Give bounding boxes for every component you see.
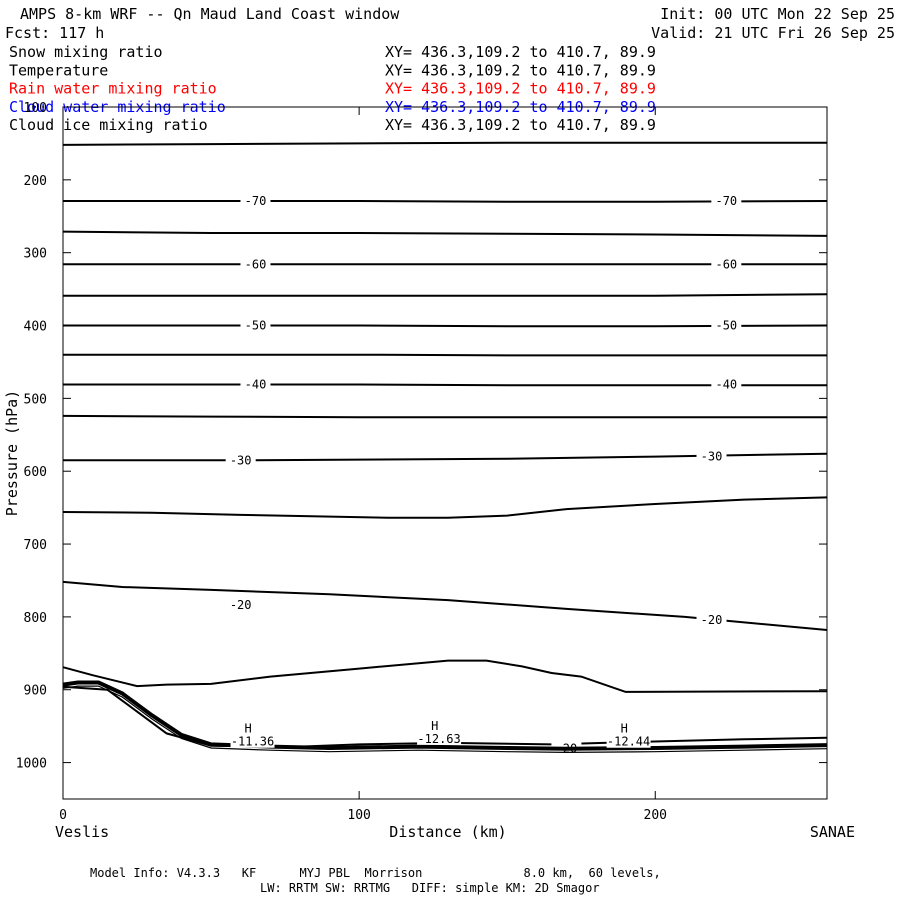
contour-line — [62, 141, 827, 146]
model-info-line-2: LW: RRTM SW: RRTMG DIFF: simple KM: 2D S… — [260, 881, 600, 895]
high-marker: H — [245, 722, 252, 736]
field-name: Rain water mixing ratio — [9, 80, 217, 98]
contour-label-gap — [240, 377, 271, 391]
contour-line — [62, 414, 827, 419]
contour-label: -30 — [230, 453, 252, 467]
contour-line — [63, 353, 827, 357]
plot-frame — [62, 106, 828, 800]
contour-label: -60 — [715, 257, 737, 271]
field-list: Snow mixing ratio XY= 436.3,109.2 to 410.… — [9, 43, 656, 134]
right-endpoint-label: SANAE — [810, 823, 855, 841]
contour-label: -40 — [715, 378, 737, 392]
contour-line — [62, 580, 828, 631]
forecast-hour: Fcst: 117 h — [5, 24, 104, 42]
y-tick-label: 200 — [24, 174, 47, 189]
contour-label: -60 — [245, 257, 267, 271]
contour-label-gap — [711, 193, 742, 207]
contour-label-gap — [711, 257, 742, 271]
contour-label: -70 — [245, 194, 267, 208]
contour-label-gap — [696, 449, 727, 463]
high-value-gap — [606, 734, 651, 748]
contour-label-gap — [240, 193, 271, 207]
y-tick-label: 500 — [24, 392, 47, 407]
contour-label: -40 — [245, 378, 267, 392]
high-value: -11.36 — [231, 735, 274, 749]
high-markers: H-11.36H-12.63H-12.44 — [230, 719, 651, 749]
contour-label-gap — [240, 318, 271, 332]
contour-line — [63, 200, 828, 203]
high-value-gap — [417, 731, 462, 745]
contour-label-gap — [711, 318, 742, 332]
contour-label: -20 — [230, 598, 252, 612]
contour-label-gap — [696, 612, 727, 626]
contour-label: -20 — [701, 613, 723, 627]
init-time: Init: 00 UTC Mon 22 Sep 25 — [660, 5, 895, 23]
contour-line — [63, 324, 828, 328]
contour-label-gap — [225, 598, 256, 612]
field-name: Temperature — [9, 61, 108, 79]
field-name: Cloud ice mixing ratio — [9, 116, 208, 134]
x-tick-label: 200 — [644, 808, 667, 823]
temperature-contours: -70 -70-60 -60-50 -50-40 -40-30 -30-20-20-20 — [62, 141, 828, 756]
contour-label: -70 — [715, 194, 737, 208]
field-xy: XY= 436.3,109.2 to 410.7, 89.9 — [385, 61, 656, 79]
y-tick-label: 100 — [24, 101, 47, 116]
high-value: -12.63 — [417, 732, 460, 746]
field-xy: XY= 436.3,109.2 to 410.7, 89.9 — [385, 116, 656, 134]
contour-label-gap — [240, 257, 271, 271]
y-tick-label: 800 — [24, 611, 47, 626]
contour-label: -50 — [245, 319, 267, 333]
x-tick-label: 100 — [347, 808, 370, 823]
x-tick-label: 0 — [59, 808, 67, 823]
contour-label: -30 — [701, 450, 723, 464]
high-value: -12.44 — [607, 735, 650, 749]
valid-time: Valid: 21 UTC Fri 26 Sep 25 — [651, 24, 895, 42]
contour-line — [62, 685, 828, 748]
contour-label-gap — [711, 377, 742, 391]
chart-title: AMPS 8-km WRF -- Qn Maud Land Coast wind… — [20, 5, 400, 23]
x-axis-label: Distance (km) — [389, 823, 506, 841]
y-tick-label: 400 — [24, 320, 47, 335]
model-info-line-1: Model Info: V4.3.3 KF MYJ PBL Morrison 8… — [90, 866, 661, 880]
contour-line — [63, 452, 828, 462]
contour-line — [63, 293, 828, 297]
high-value-gap — [230, 734, 275, 748]
y-tick-label: 1000 — [16, 757, 47, 772]
high-marker: H — [621, 722, 628, 736]
axes: 100 200 300 400 500 600 700 800 900 1000 0 100 200 — [16, 101, 827, 823]
high-marker: H — [431, 719, 438, 733]
terrain-line-lower — [62, 685, 828, 754]
contour-line — [62, 230, 828, 237]
contour-label: -50 — [715, 319, 737, 333]
y-tick-label: 600 — [24, 465, 47, 480]
field-name: Snow mixing ratio — [9, 43, 163, 61]
field-xy: XY= 436.3,109.2 to 410.7, 89.9 — [385, 80, 656, 98]
y-tick-label: 300 — [24, 247, 47, 262]
contour-line — [62, 496, 828, 519]
field-xy: XY= 436.3,109.2 to 410.7, 89.9 — [385, 43, 656, 61]
y-tick-label: 700 — [24, 538, 47, 553]
y-axis-label: Pressure (hPa) — [3, 390, 21, 516]
y-tick-label: 900 — [24, 684, 47, 699]
left-endpoint-label: Veslis — [55, 823, 109, 841]
contour-line — [62, 659, 828, 693]
contour-label-gap — [225, 453, 256, 467]
contour-line — [63, 383, 827, 387]
